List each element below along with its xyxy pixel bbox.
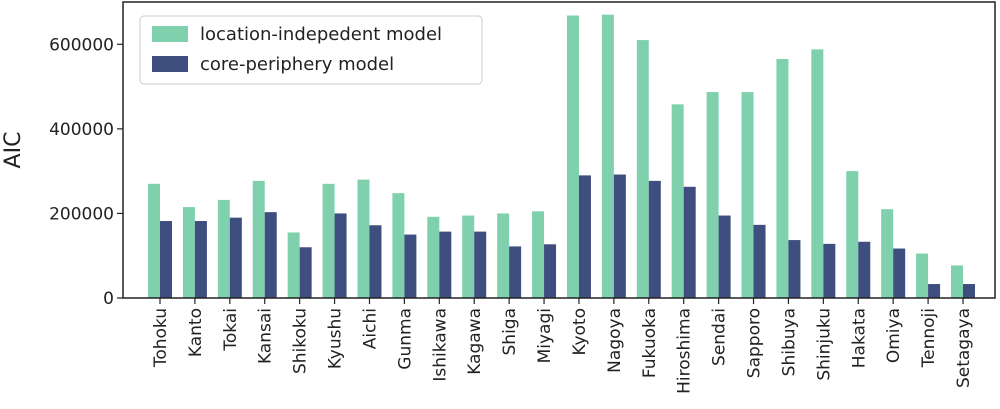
bar-core-periphery-aichi	[369, 225, 382, 298]
bar-core-periphery-tennoji	[928, 284, 941, 298]
legend-swatch-core-periphery	[152, 56, 188, 72]
x-tick-label-hakata: Hakata	[849, 308, 869, 368]
bar-core-periphery-miyagi	[544, 244, 557, 298]
bar-location-independent-shinjuku	[811, 49, 824, 298]
bar-core-periphery-tokai	[229, 217, 242, 298]
bar-core-periphery-tohoku	[160, 221, 172, 298]
bar-location-independent-kanto	[182, 207, 195, 298]
bar-location-independent-aichi	[357, 179, 370, 298]
bar-location-independent-setagaya	[951, 265, 963, 298]
x-tick-label-gunma: Gunma	[395, 308, 415, 370]
bar-core-periphery-gunma	[404, 234, 417, 298]
bar-location-independent-fukuoka	[636, 40, 649, 299]
x-tick-label-tennoji: Tennoji	[919, 308, 939, 368]
bars-group	[148, 14, 975, 299]
bar-core-periphery-hakata	[858, 241, 871, 298]
legend-label-location-independent: location-indepedent model	[200, 24, 442, 45]
x-tick-label-sapporo: Sapporo	[745, 308, 765, 378]
x-tick-label-ishikawa: Ishikawa	[430, 308, 450, 382]
x-tick-label-sendai: Sendai	[710, 308, 730, 366]
x-tick-label-shikoku: Shikoku	[291, 308, 311, 374]
x-tick-label-kagawa: Kagawa	[465, 308, 485, 375]
x-tick-label-kyushu: Kyushu	[326, 308, 346, 369]
bar-location-independent-sapporo	[741, 92, 754, 298]
bar-location-independent-nagoya	[601, 14, 614, 299]
bar-location-independent-sendai	[706, 92, 719, 298]
x-tick-label-shiga: Shiga	[500, 308, 520, 356]
x-tick-label-kanto: Kanto	[186, 308, 206, 357]
bar-core-periphery-shiga	[509, 246, 522, 298]
x-tick-label-kansai: Kansai	[256, 308, 276, 364]
bar-location-independent-tohoku	[148, 183, 160, 298]
bar-core-periphery-sapporo	[753, 224, 766, 298]
x-tick-label-setagaya: Setagaya	[954, 308, 974, 388]
x-tick-label-hiroshima: Hiroshima	[675, 308, 695, 394]
bar-core-periphery-kyoto	[578, 175, 591, 298]
x-tick-label-nagoya: Nagoya	[605, 308, 625, 373]
legend-box	[139, 15, 483, 85]
bar-location-independent-tokai	[217, 199, 230, 298]
y-tick-label: 200000	[49, 204, 114, 224]
bar-core-periphery-shibuya	[788, 240, 801, 298]
bar-location-independent-kansai	[252, 180, 265, 298]
x-tick-label-fukuoka: Fukuoka	[640, 308, 660, 378]
legend-swatch-location-independent	[152, 26, 188, 42]
bar-location-independent-kyoto	[566, 15, 579, 298]
bar-core-periphery-kanto	[194, 221, 207, 298]
bar-location-independent-shiga	[497, 213, 510, 298]
x-tick-label-tohoku: Tohoku	[151, 308, 171, 368]
bar-location-independent-shibuya	[776, 59, 789, 299]
bar-core-periphery-kagawa	[474, 231, 487, 298]
y-tick-label: 0	[103, 289, 114, 309]
bar-core-periphery-kyushu	[334, 213, 347, 298]
x-tick-label-omiya: Omiya	[884, 308, 904, 363]
y-tick-label: 400000	[49, 120, 114, 140]
y-axis-title: AIC	[1, 132, 26, 169]
bar-location-independent-kyushu	[322, 183, 335, 298]
x-tick-label-shinjuku: Shinjuku	[814, 308, 834, 381]
plot-frame	[122, 1, 996, 299]
bar-location-independent-shikoku	[287, 232, 300, 298]
bar-core-periphery-ishikawa	[439, 231, 452, 298]
bar-core-periphery-fukuoka	[648, 180, 661, 298]
y-tick-label: 600000	[49, 35, 114, 55]
bar-core-periphery-omiya	[893, 248, 906, 298]
x-tick-label-kyoto: Kyoto	[570, 308, 590, 355]
bar-location-independent-miyagi	[532, 211, 545, 298]
x-tick-label-tokai: Tokai	[221, 308, 241, 352]
bar-location-independent-omiya	[881, 209, 894, 298]
bar-location-independent-hiroshima	[671, 104, 684, 299]
bar-core-periphery-shinjuku	[823, 243, 836, 298]
bar-location-independent-tennoji	[916, 253, 929, 298]
bar-location-independent-kagawa	[462, 215, 475, 298]
bar-core-periphery-nagoya	[613, 174, 626, 298]
bar-location-independent-ishikawa	[427, 216, 440, 298]
bar-location-independent-gunma	[392, 193, 405, 298]
legend-label-core-periphery: core-periphery model	[200, 54, 394, 75]
x-ticks-group: Tohoku Kanto Tokai Kansai Shikoku Kyushu Aichi…	[151, 298, 974, 394]
x-tick-label-aichi: Aichi	[360, 308, 380, 349]
bar-core-periphery-setagaya	[963, 284, 975, 298]
legend: location-indepedent model core-periphery …	[139, 15, 483, 85]
y-ticks-group: 0 200000 400000 600000	[49, 35, 123, 309]
bar-location-independent-hakata	[846, 171, 859, 298]
x-tick-label-miyagi: Miyagi	[535, 308, 555, 363]
x-tick-label-shibuya: Shibuya	[779, 308, 799, 376]
bar-core-periphery-kansai	[264, 212, 277, 298]
bar-core-periphery-hiroshima	[683, 186, 696, 298]
bar-core-periphery-sendai	[718, 215, 731, 298]
bar-core-periphery-shikoku	[299, 247, 312, 298]
